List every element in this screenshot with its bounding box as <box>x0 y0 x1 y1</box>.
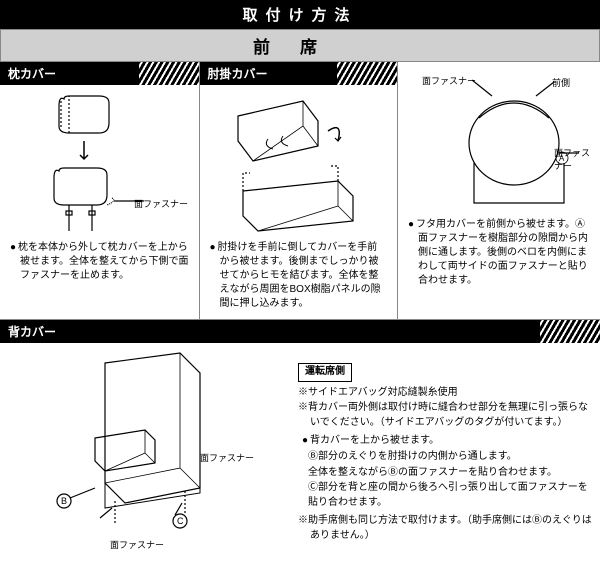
lid-bullets: フタ用カバーを前側から被せます。Ⓐ面ファスナーを樹脂部分の隙間から内側に通します… <box>404 218 594 288</box>
driver-side-title: 運転席側 <box>298 363 352 382</box>
back-title: 背カバー <box>0 320 600 343</box>
main-header: 取付け方法 <box>0 0 600 29</box>
top-row: 枕カバー 面ファスナ <box>0 62 600 320</box>
fastener-label-3: 面ファスナー <box>200 451 254 464</box>
fastener-label-2: 面ファスナー <box>554 146 594 172</box>
fastener-label-1: 面ファスナー <box>422 74 476 87</box>
back-illustration: B C 面ファスナー 面ファスナー <box>0 343 290 563</box>
armrest-illustration <box>206 91 392 241</box>
lid-column: A 面ファスナー 前側 面ファスナー フタ用カバーを前側から被せます。Ⓐ面ファス… <box>397 62 600 319</box>
pillow-illustration: 面ファスナー <box>6 91 193 241</box>
pillow-column: 枕カバー 面ファスナ <box>0 62 199 319</box>
svg-text:B: B <box>61 496 67 506</box>
front-label: 前側 <box>552 76 570 89</box>
sub-header: 前席 <box>0 29 600 62</box>
lid-illustration: A 面ファスナー 前側 面ファスナー <box>404 68 594 218</box>
svg-text:C: C <box>177 516 184 526</box>
pillow-bullets: 枕を本体から外して枕カバーを上から被せます。全体を整えてから下側で面ファスナーを… <box>6 241 193 283</box>
fastener-label: 面ファスナー <box>134 197 188 210</box>
fastener-label-4: 面ファスナー <box>110 538 164 551</box>
pillow-title: 枕カバー <box>0 62 199 85</box>
back-section: 背カバー B C 面ファス <box>0 320 600 563</box>
armrest-column: 肘掛カバー 肘掛けを手前に倒してカバーを手前 <box>199 62 398 319</box>
armrest-title: 肘掛カバー <box>200 62 398 85</box>
back-text: 運転席側 ※サイドエアバッグ対応縫製糸使用 ※背カバー両外側は取付け時に縫合わせ… <box>290 343 600 563</box>
armrest-bullets: 肘掛けを手前に倒してカバーを手前から被せます。後側までしっかり被せてからヒモを結… <box>206 241 392 311</box>
